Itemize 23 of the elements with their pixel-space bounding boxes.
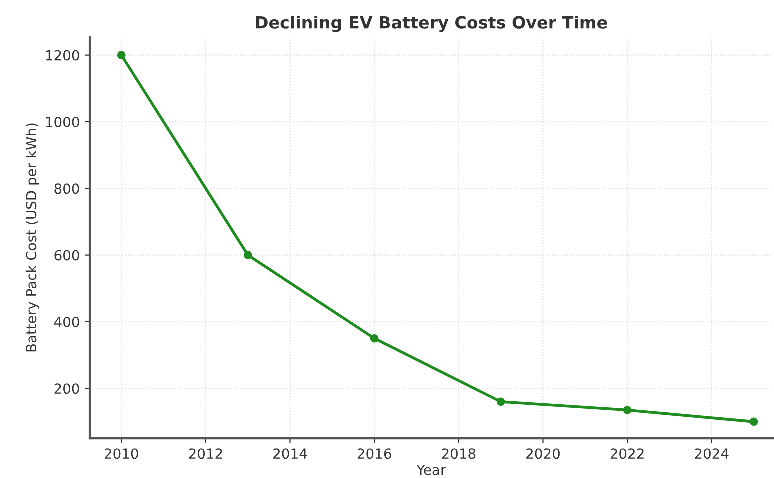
chart-title: Declining EV Battery Costs Over Time bbox=[256, 16, 608, 32]
point bbox=[496, 398, 506, 406]
y-tick-label: 400 bbox=[54, 316, 80, 328]
y-axis-title: Battery Pack Cost (USD per kWh) bbox=[26, 124, 40, 352]
point bbox=[370, 334, 379, 343]
x-tick-label: 2016 bbox=[358, 448, 392, 460]
x-tick-label: 2018 bbox=[442, 448, 476, 460]
point bbox=[117, 51, 126, 60]
point bbox=[623, 406, 632, 414]
x-tick-label: 2010 bbox=[104, 448, 138, 460]
x-tick-label: 2012 bbox=[189, 448, 222, 460]
y-tick-label: 1200 bbox=[46, 50, 80, 61]
y-tick-label: 1000 bbox=[46, 116, 80, 128]
x-axis-title: Year bbox=[416, 464, 446, 476]
x-tick-label: 2024 bbox=[695, 448, 729, 460]
y-tick-label: 800 bbox=[54, 184, 80, 194]
x-tick-label: 2022 bbox=[610, 448, 644, 460]
y-tick-label: 600 bbox=[54, 250, 80, 261]
point bbox=[244, 251, 252, 260]
point bbox=[750, 418, 758, 426]
y-tick-label: 200 bbox=[54, 384, 80, 394]
x-tick-label: 2014 bbox=[274, 448, 308, 460]
x-tick-label: 2020 bbox=[526, 448, 560, 460]
